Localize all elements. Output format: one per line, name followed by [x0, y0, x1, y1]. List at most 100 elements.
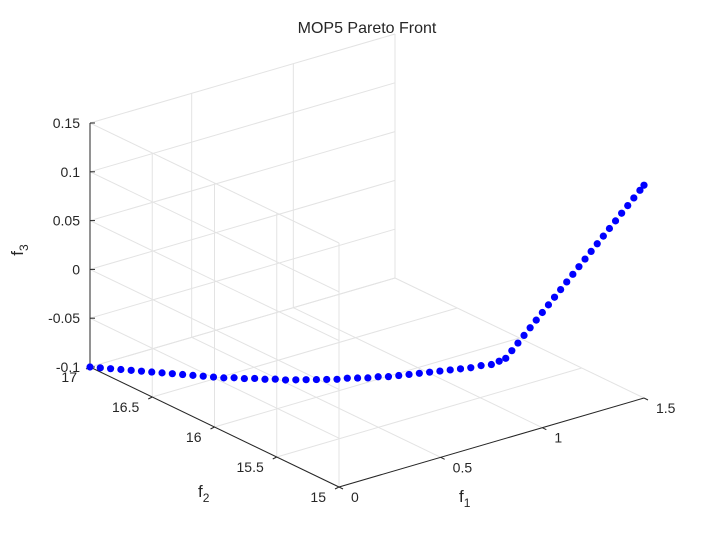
data-point: [538, 308, 546, 317]
data-point: [364, 374, 372, 382]
data-point: [384, 373, 393, 381]
data-point: [605, 224, 614, 233]
data-point: [86, 363, 94, 371]
data-point: [575, 263, 583, 271]
data-point: [281, 376, 290, 384]
data-point: [415, 369, 423, 377]
data-point: [508, 347, 516, 355]
data-point: [199, 372, 207, 380]
data-point: [436, 367, 444, 375]
x-tick-mark: [643, 397, 649, 401]
x-tick-mark: [338, 486, 344, 490]
data-point: [106, 365, 115, 373]
data-point: [514, 339, 522, 347]
grid-line: [89, 171, 340, 293]
data-point: [127, 366, 135, 374]
data-point: [353, 374, 362, 382]
data-point: [587, 247, 595, 256]
data-point: [544, 301, 553, 309]
data-point: [532, 316, 540, 324]
data-point: [526, 324, 534, 332]
z-axis-label: f3: [8, 244, 31, 256]
grid-line: [276, 367, 582, 458]
grid-line: [89, 228, 396, 319]
data-point: [569, 270, 577, 278]
data-point: [593, 240, 601, 248]
x-tick-labels: 0 0.5 1 1.5: [351, 400, 676, 505]
y-tick-mark: [272, 456, 277, 460]
data-point: [189, 371, 197, 379]
data-point: [618, 209, 626, 217]
data-point: [209, 373, 218, 381]
data-point: [563, 278, 571, 286]
data-point: [487, 360, 495, 369]
z-tick-labels: -0.1 -0.05 0 0.05 0.1 0.15: [48, 115, 80, 375]
data-point: [261, 375, 269, 383]
y-tick-labels: 15 15.5 16 16.5 17: [61, 369, 326, 505]
grid-line: [89, 277, 396, 368]
data-point: [630, 194, 638, 202]
data-point: [557, 285, 565, 294]
axis-layer: [85, 122, 649, 490]
y-tick-mark: [210, 426, 215, 430]
data-point: [230, 374, 238, 382]
y-tick-label: 15: [310, 489, 326, 505]
x-tick-label: 0.5: [453, 459, 473, 475]
data-point: [96, 364, 104, 372]
x-axis-line: [338, 397, 645, 488]
data-point: [312, 375, 321, 384]
grid-line: [89, 33, 396, 124]
data-point: [467, 364, 475, 372]
data-point: [611, 217, 620, 225]
grid-line: [89, 122, 340, 244]
x-tick-mark: [542, 427, 547, 431]
z-tick-label: 0.1: [61, 164, 81, 180]
z-tick-label: -0.05: [48, 310, 80, 326]
grid-line: [89, 82, 396, 173]
y-tick-label: 16: [186, 429, 202, 445]
data-point: [520, 331, 528, 340]
x-axis-label: f1: [459, 487, 471, 510]
y-tick-label: 16.5: [112, 399, 139, 415]
data-point: [158, 369, 166, 377]
y-tick-mark: [334, 486, 340, 490]
y-tick-mark: [148, 396, 153, 400]
data-point: [148, 368, 156, 376]
data-points: [86, 181, 648, 384]
grid-line: [89, 220, 340, 342]
data-point: [374, 373, 382, 381]
y-tick-label: 17: [61, 369, 77, 385]
data-point: [446, 366, 454, 374]
data-point: [624, 201, 632, 210]
grid-line: [89, 268, 340, 390]
z-tick-label: 0.15: [53, 115, 80, 131]
data-point: [581, 255, 589, 263]
y-tick-label: 15.5: [237, 459, 264, 475]
z-tick-label: 0.05: [53, 213, 80, 229]
data-point: [179, 370, 187, 379]
grid-line: [152, 307, 458, 398]
data-point: [477, 362, 485, 370]
data-point: [426, 368, 434, 376]
data-point: [405, 370, 413, 379]
data-point: [333, 375, 341, 383]
grid-line: [214, 337, 520, 428]
data-point: [323, 375, 331, 384]
x-tick-mark: [440, 456, 445, 460]
chart-title: MOP5 Pareto Front: [298, 20, 437, 37]
data-point: [220, 374, 228, 382]
data-point: [599, 232, 607, 240]
data-point: [117, 365, 125, 374]
grid-line: [89, 179, 396, 270]
data-point: [640, 181, 648, 189]
data-point: [240, 374, 248, 383]
grid-line: [89, 131, 396, 222]
x-tick-label: 1: [554, 430, 562, 446]
z-tick-label: 0: [72, 261, 80, 277]
data-point: [502, 354, 510, 362]
data-point: [302, 376, 310, 384]
data-point: [292, 376, 300, 384]
z-tick-label: -0.1: [56, 359, 80, 375]
